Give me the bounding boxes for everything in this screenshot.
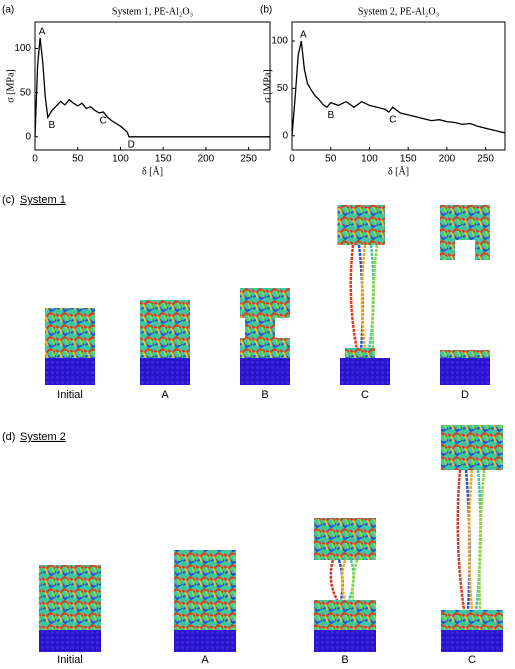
snapshot-label: B bbox=[261, 389, 268, 401]
plot-frame bbox=[34, 21, 271, 151]
fibril bbox=[340, 559, 347, 601]
polymer bbox=[39, 565, 101, 630]
snapshot-label: A bbox=[201, 654, 209, 666]
snapshot-label: A bbox=[161, 389, 169, 401]
snapshot-label: Initial bbox=[57, 389, 83, 401]
panel-label: (a) bbox=[2, 5, 14, 16]
snapshot-label: C bbox=[468, 654, 476, 666]
chart-title: System 1, PE-Al₂O₃ bbox=[112, 6, 193, 17]
fibril bbox=[360, 244, 367, 351]
substrate bbox=[39, 630, 101, 652]
stress-curve bbox=[34, 37, 270, 138]
panel-label: (c) bbox=[2, 194, 15, 206]
annotation: D bbox=[128, 139, 135, 150]
panel-title: System 2 bbox=[20, 431, 66, 443]
substrate bbox=[45, 358, 95, 385]
polymer bbox=[440, 350, 490, 358]
y-tick-label: 50 bbox=[20, 87, 32, 98]
snapshot-label: C bbox=[361, 389, 369, 401]
fibril bbox=[467, 469, 474, 611]
x-tick-label: 250 bbox=[240, 154, 257, 165]
polymer bbox=[337, 205, 385, 245]
x-tick-label: 250 bbox=[477, 154, 494, 165]
polymer bbox=[240, 338, 290, 358]
fibril bbox=[349, 244, 359, 351]
polymer bbox=[440, 205, 490, 240]
x-axis-label: δ [Å] bbox=[388, 165, 409, 177]
y-tick-label: 100 bbox=[271, 36, 288, 47]
polymer bbox=[475, 240, 490, 260]
y-tick-label: 100 bbox=[14, 43, 31, 54]
x-tick-label: 150 bbox=[400, 154, 417, 165]
polymer bbox=[245, 318, 275, 338]
panel-title: System 1 bbox=[20, 194, 66, 206]
polymer bbox=[345, 348, 375, 358]
polymer bbox=[441, 425, 503, 470]
annotation: B bbox=[328, 110, 335, 121]
fibril bbox=[329, 559, 339, 601]
polymer bbox=[140, 300, 190, 358]
y-tick-label: 50 bbox=[277, 83, 289, 94]
x-tick-label: 0 bbox=[289, 154, 295, 165]
y-tick-label: 0 bbox=[25, 131, 31, 142]
x-tick-label: 50 bbox=[72, 154, 84, 165]
x-tick-label: 50 bbox=[325, 154, 337, 165]
panel-label: (b) bbox=[260, 5, 272, 16]
substrate bbox=[140, 358, 190, 385]
y-axis-label: σ [MPa] bbox=[262, 69, 273, 102]
x-tick-label: 200 bbox=[439, 154, 456, 165]
x-tick-label: 0 bbox=[32, 154, 38, 165]
annotation: B bbox=[48, 120, 55, 131]
fibril bbox=[351, 559, 359, 601]
substrate bbox=[240, 358, 290, 385]
x-tick-label: 150 bbox=[155, 154, 172, 165]
x-tick-label: 100 bbox=[112, 154, 129, 165]
polymer bbox=[441, 610, 503, 630]
polymer bbox=[174, 550, 236, 630]
polymer bbox=[314, 600, 376, 630]
polymer bbox=[314, 518, 376, 560]
substrate bbox=[340, 358, 390, 385]
chart-title: System 2, PE-Al₂O₃ bbox=[358, 6, 439, 17]
fibril bbox=[371, 244, 379, 351]
substrate bbox=[314, 630, 376, 652]
fibril bbox=[478, 469, 486, 611]
panel-label: (d) bbox=[2, 431, 15, 443]
stress-curve bbox=[291, 40, 506, 136]
annotation: C bbox=[99, 116, 106, 127]
snapshot-label: Initial bbox=[57, 654, 83, 666]
substrate bbox=[441, 630, 503, 652]
y-axis-label: σ [MPa] bbox=[5, 69, 16, 102]
annotation: A bbox=[300, 30, 307, 41]
fibril bbox=[456, 469, 466, 611]
polymer bbox=[45, 308, 95, 358]
substrate bbox=[174, 630, 236, 652]
snapshot-label: B bbox=[341, 654, 348, 666]
y-tick-label: 0 bbox=[282, 130, 288, 141]
polymer bbox=[440, 240, 455, 260]
x-tick-label: 200 bbox=[198, 154, 215, 165]
snapshot-label: D bbox=[461, 389, 469, 401]
substrate bbox=[440, 358, 490, 385]
annotation: C bbox=[389, 115, 396, 126]
annotation: A bbox=[39, 27, 46, 38]
x-tick-label: 100 bbox=[361, 154, 378, 165]
x-axis-label: δ [Å] bbox=[142, 165, 163, 177]
polymer bbox=[240, 288, 290, 318]
plot-frame bbox=[291, 21, 506, 151]
